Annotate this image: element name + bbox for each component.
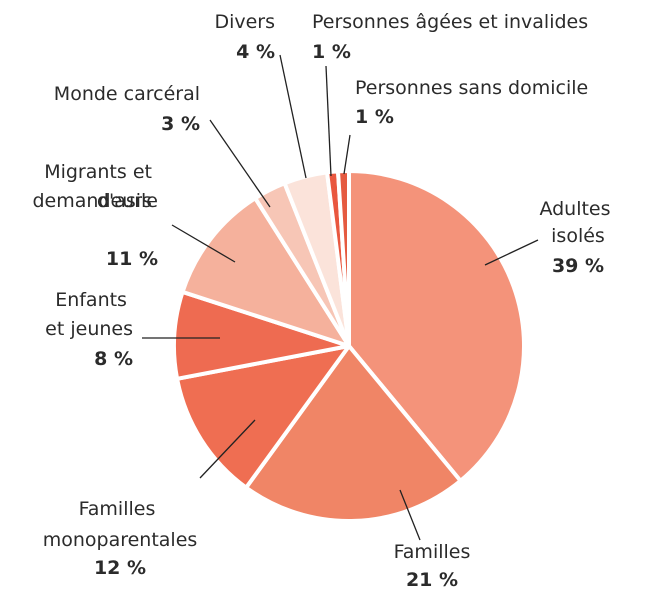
slice-label: Familles (394, 541, 471, 563)
value-label: 1 % (355, 106, 394, 128)
pie-slice (336, 169, 351, 348)
leader-line (343, 134, 351, 175)
slice-label: Personnes sans domicile (355, 77, 588, 99)
leader-line (325, 65, 332, 177)
value-label: 21 % (406, 569, 458, 591)
slice-label: Divers (214, 11, 275, 33)
value-label: 8 % (94, 348, 133, 370)
value-label: 39 % (552, 255, 604, 277)
value-label: 1 % (312, 41, 351, 63)
slice-label: Familles monoparentales (43, 498, 198, 551)
value-label: 11 % (106, 248, 158, 270)
leader-line (171, 224, 236, 263)
slice-label: Migrants et demandeurs d'asile (33, 161, 159, 212)
value-label: 4 % (236, 41, 275, 63)
pie-slice (347, 169, 526, 483)
pie-slice (244, 344, 463, 523)
leader-line (399, 489, 421, 541)
pie-slice (175, 344, 351, 490)
leader-line (484, 239, 539, 266)
leader-line (279, 54, 307, 179)
pie-slice (180, 196, 351, 348)
slice-label: Adultes isolés (539, 198, 616, 247)
leader-line (199, 419, 256, 479)
slice-label: Enfants et jeunes (45, 289, 133, 340)
value-label: 12 % (94, 557, 146, 579)
leader-line (209, 119, 271, 208)
value-label: 3 % (161, 113, 200, 135)
slice-label: Personnes âgées et invalides (312, 11, 588, 33)
slice-label: Monde carcéral (54, 83, 200, 105)
